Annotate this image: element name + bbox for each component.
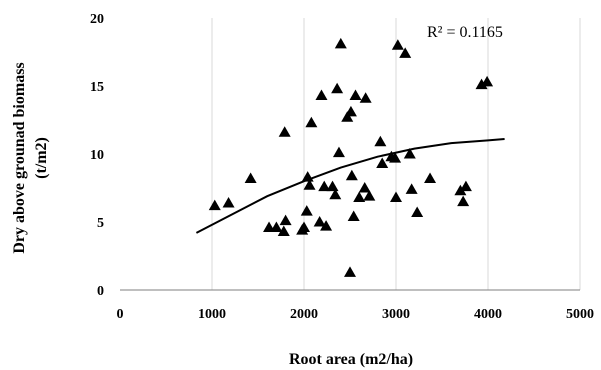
data-point — [374, 135, 387, 147]
data-point — [244, 172, 257, 183]
data-point — [363, 190, 376, 201]
data-point — [298, 221, 310, 232]
data-point — [208, 199, 221, 211]
data-point — [411, 206, 424, 217]
data-point — [390, 191, 402, 203]
y-tick-label: 20 — [90, 12, 104, 27]
data-point — [347, 210, 360, 222]
data-point — [345, 169, 358, 181]
data-point — [303, 179, 316, 190]
data-point — [389, 152, 402, 163]
data-point — [391, 39, 404, 50]
data-point — [459, 180, 472, 192]
x-tick-label: 1000 — [198, 307, 226, 322]
data-point — [332, 146, 345, 158]
trendline-layer — [195, 138, 505, 234]
r-squared-annotation: R² = 0.1165 — [427, 24, 503, 41]
data-point — [358, 182, 371, 193]
data-point — [457, 195, 470, 207]
data-point — [313, 216, 326, 227]
points-layer — [208, 37, 494, 277]
x-tick-label: 5000 — [566, 307, 594, 322]
y-tick-label: 10 — [90, 148, 104, 163]
data-point — [344, 266, 356, 277]
data-point — [301, 171, 314, 182]
x-axis-title: Root area (m2/ha) — [289, 351, 413, 368]
data-point — [481, 75, 494, 87]
data-point — [424, 172, 437, 183]
data-point — [320, 220, 333, 231]
data-point — [359, 92, 372, 103]
data-point — [353, 191, 366, 203]
data-point — [349, 89, 362, 101]
data-point — [329, 188, 342, 200]
data-point — [341, 111, 354, 122]
y-tick-label: 5 — [97, 216, 104, 231]
data-point — [315, 89, 328, 101]
data-point — [331, 82, 344, 94]
data-point — [270, 221, 283, 232]
x-tick-label: 3000 — [382, 307, 410, 322]
data-point — [278, 126, 291, 137]
trendline — [195, 138, 505, 234]
data-point — [376, 157, 389, 169]
data-point — [326, 180, 339, 192]
data-point — [300, 205, 313, 216]
tick-labels: 0 1000 2000 3000 4000 5000 0 5 10 15 20 — [90, 12, 594, 322]
data-point — [454, 184, 467, 196]
data-point — [399, 47, 412, 58]
data-point — [277, 225, 290, 237]
x-tick-label: 4000 — [474, 307, 502, 322]
data-point — [405, 183, 418, 194]
y-axis-title-line1: Dry above grounad biomass — [11, 62, 28, 253]
data-point — [475, 78, 488, 90]
y-tick-label: 15 — [90, 80, 104, 95]
y-axis-title-line2: (t/m2) — [33, 137, 50, 179]
data-point — [305, 116, 318, 128]
data-point — [403, 148, 416, 159]
data-point — [334, 37, 347, 49]
data-point — [318, 180, 331, 192]
x-tick-label: 2000 — [290, 307, 318, 322]
y-tick-label: 0 — [97, 284, 104, 299]
data-point — [344, 105, 357, 117]
data-point — [222, 196, 235, 208]
x-tick-label: 0 — [117, 307, 124, 322]
data-point — [279, 214, 292, 226]
